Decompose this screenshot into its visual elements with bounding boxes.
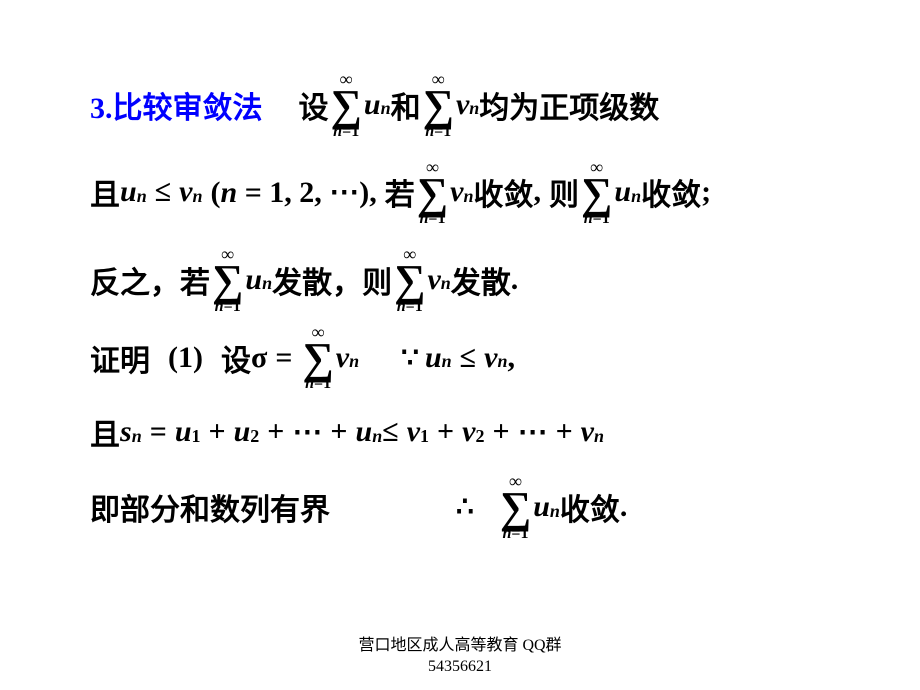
section-heading: 3.比较审敛法 [90,83,263,127]
summation: ∞ ∑ n=1 [331,70,362,140]
text: 且 [90,170,120,214]
summation: ∞ ∑ n=1 [394,245,425,315]
text: 和 [391,83,421,127]
proof-label: 证明 [90,336,150,380]
line-6: 即部分和数列有界 ∴ ∞ ∑ n=1 un 收敛. [90,472,850,542]
line-3: 反之，若 ∞ ∑ n=1 un 发散，则 ∞ ∑ n=1 vn 发散. [90,245,850,315]
summation: ∞ ∑ n=1 [417,158,448,228]
therefore-symbol: ∴ [456,490,474,524]
text: 均为正项级数 [479,83,659,127]
var-u: u [364,88,381,122]
slide-content: 3.比较审敛法 设 ∞ ∑ n=1 un 和 ∞ ∑ n=1 vn 均为正项级数… [0,0,920,542]
footer: 营口地区成人高等教育 QQ群 54356621 [0,636,920,678]
summation: ∞ ∑ n=1 [302,323,333,393]
line-2: 且 un ≤ vn (n = 1, 2, ⋯), 若 ∞ ∑ n=1 vn 收敛… [90,158,850,228]
summation: ∞ ∑ n=1 [212,245,243,315]
summation: ∞ ∑ n=1 [500,472,531,542]
line-4: 证明 (1) 设 σ = ∞ ∑ n=1 vn ∵ un ≤ vn , [90,323,850,393]
var-v: v [456,88,469,122]
summation: ∞ ∑ n=1 [581,158,612,228]
line-5: 且 sn = u1 + u2 + ⋯ + un ≤ v1 + v2 + ⋯ + … [90,410,850,454]
footer-line-1: 营口地区成人高等教育 QQ群 [0,636,920,657]
footer-line-2: 54356621 [0,657,920,678]
paren-expr: (n = 1, 2, ⋯), [211,175,377,210]
because-symbol: ∵ [401,341,419,375]
summation: ∞ ∑ n=1 [423,70,454,140]
text: 设 [299,83,329,127]
line-1: 3.比较审敛法 设 ∞ ∑ n=1 un 和 ∞ ∑ n=1 vn 均为正项级数 [90,70,850,140]
